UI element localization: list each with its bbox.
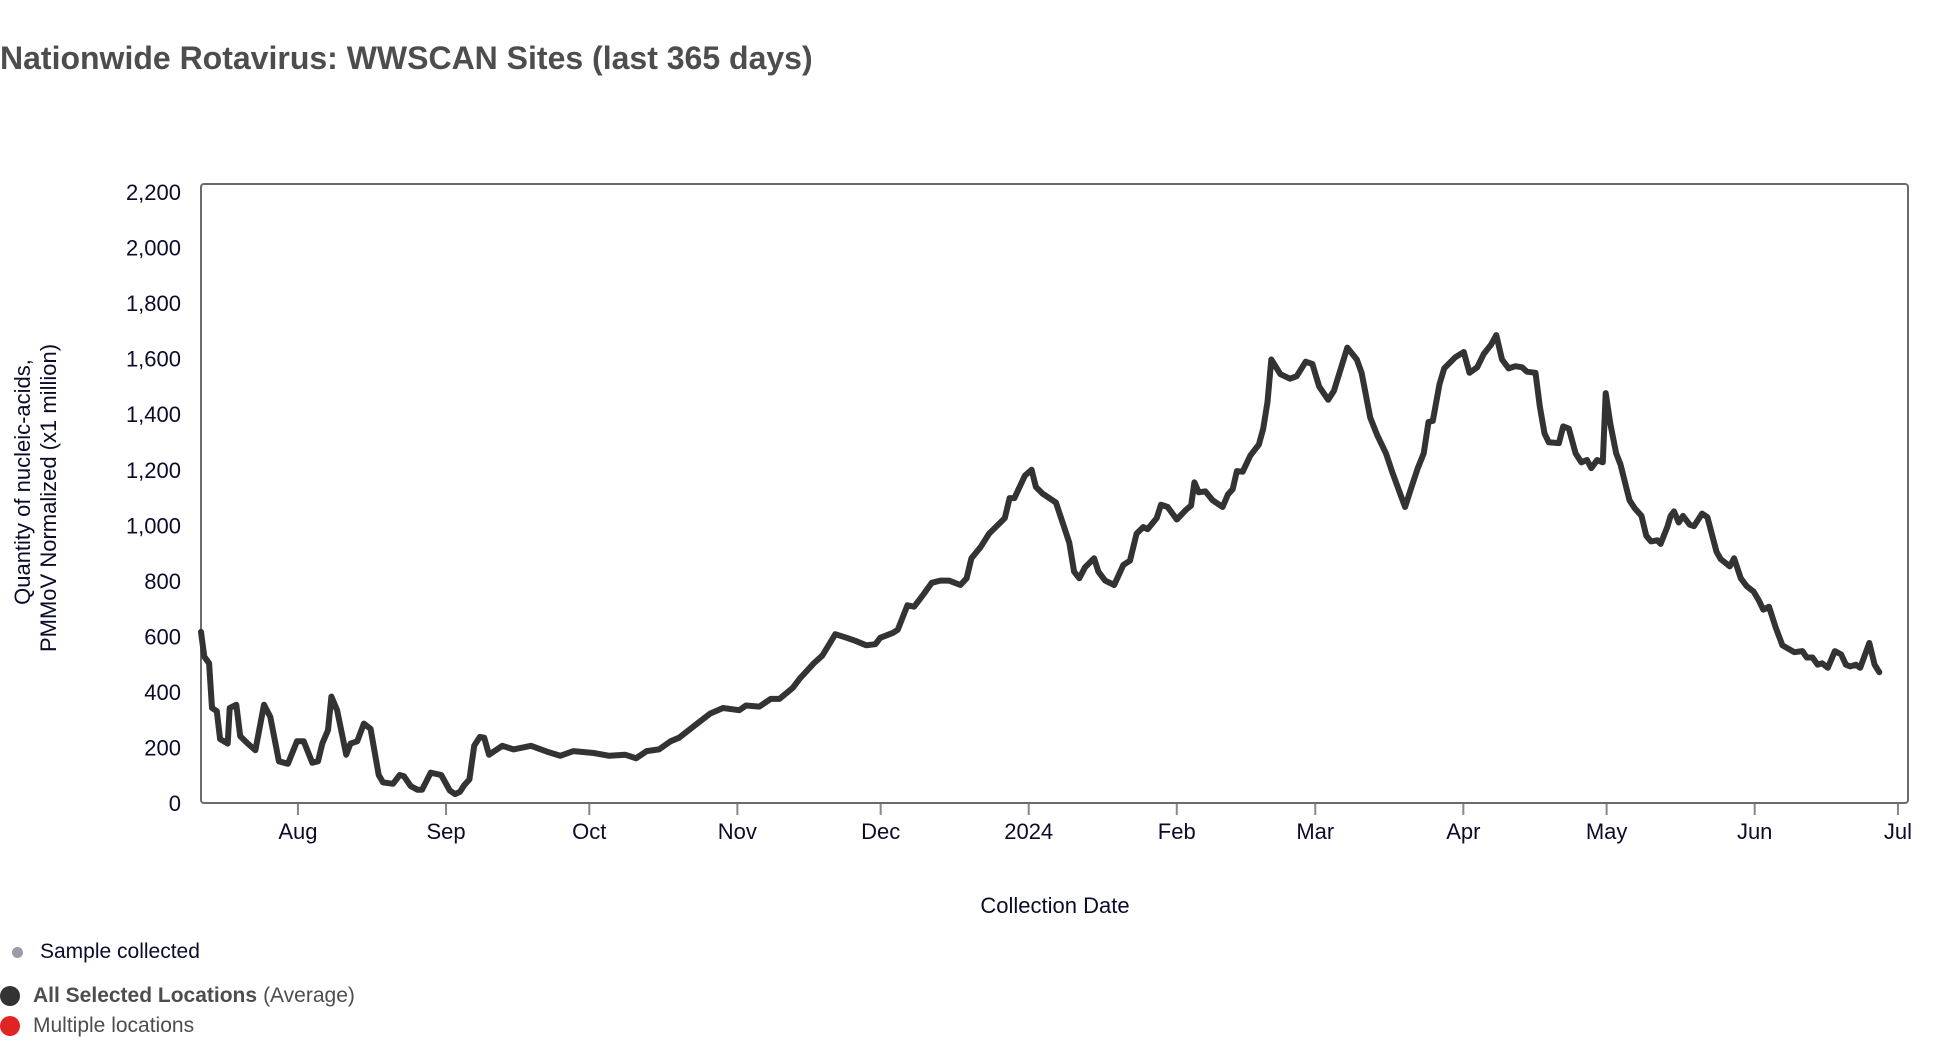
legend-sample-label: Sample collected bbox=[40, 940, 200, 963]
y-tick-label: 1,400 bbox=[126, 402, 181, 427]
x-tick-label: 2024 bbox=[1004, 819, 1053, 844]
y-tick-label: 2,200 bbox=[126, 180, 181, 205]
x-axis-title: Collection Date bbox=[980, 893, 1129, 918]
y-tick-label: 400 bbox=[144, 680, 181, 705]
x-tick-label: Jun bbox=[1737, 819, 1772, 844]
y-tick-label: 1,600 bbox=[126, 347, 181, 372]
y-axis: 0 200 400 600 800 1,000 1,200 1,400 1,600 1,800 2,… bbox=[126, 180, 181, 816]
y-tick-label: 1,200 bbox=[126, 458, 181, 483]
x-tick-label: Sep bbox=[426, 819, 465, 844]
legend-all-selected-locations[interactable]: All Selected Locations (Average) bbox=[0, 984, 355, 1008]
average-dot-icon bbox=[0, 986, 20, 1006]
y-axis-title-line-2: PMMoV Normalized (x1 million) bbox=[36, 344, 61, 652]
x-tick-label: Aug bbox=[278, 819, 317, 844]
y-tick-label: 1,000 bbox=[126, 513, 181, 538]
y-axis-title-line-1: Quantity of nucleic-acids, bbox=[10, 359, 35, 605]
y-tick-label: 0 bbox=[169, 791, 181, 816]
plot-frame bbox=[200, 183, 1909, 804]
x-tick-label: Mar bbox=[1296, 819, 1334, 844]
x-tick-label: Oct bbox=[572, 819, 606, 844]
chart-title: Nationwide Rotavirus: WWSCAN Sites (last… bbox=[0, 40, 813, 76]
y-tick-label: 200 bbox=[144, 735, 181, 760]
legend-multiple-label: Multiple locations bbox=[33, 1014, 195, 1037]
y-tick-label: 1,800 bbox=[126, 291, 181, 316]
legend-sample-collected[interactable]: Sample collected bbox=[12, 940, 200, 964]
legend-multiple-locations[interactable]: Multiple locations bbox=[0, 1014, 194, 1038]
y-tick-label: 2,000 bbox=[126, 236, 181, 261]
x-tick-label: May bbox=[1586, 819, 1628, 844]
legend-average-suffix: (Average) bbox=[263, 984, 355, 1007]
x-tick-label: Dec bbox=[861, 819, 900, 844]
multiple-locations-dot-icon bbox=[0, 1016, 20, 1036]
x-tick-label: Apr bbox=[1446, 819, 1480, 844]
y-tick-label: 800 bbox=[144, 569, 181, 594]
sample-dot-icon bbox=[12, 946, 23, 958]
y-tick-label: 600 bbox=[144, 624, 181, 649]
x-tick-label: Jul bbox=[1884, 819, 1912, 844]
legend-average-label: All Selected Locations bbox=[33, 984, 258, 1007]
x-tick-label: Feb bbox=[1158, 819, 1196, 844]
x-tick-label: Nov bbox=[718, 819, 757, 844]
x-axis: Aug Sep Oct Nov Dec 2024 Feb Mar Apr May Jun Jul bbox=[278, 803, 1912, 844]
series-line-average bbox=[198, 332, 1883, 798]
